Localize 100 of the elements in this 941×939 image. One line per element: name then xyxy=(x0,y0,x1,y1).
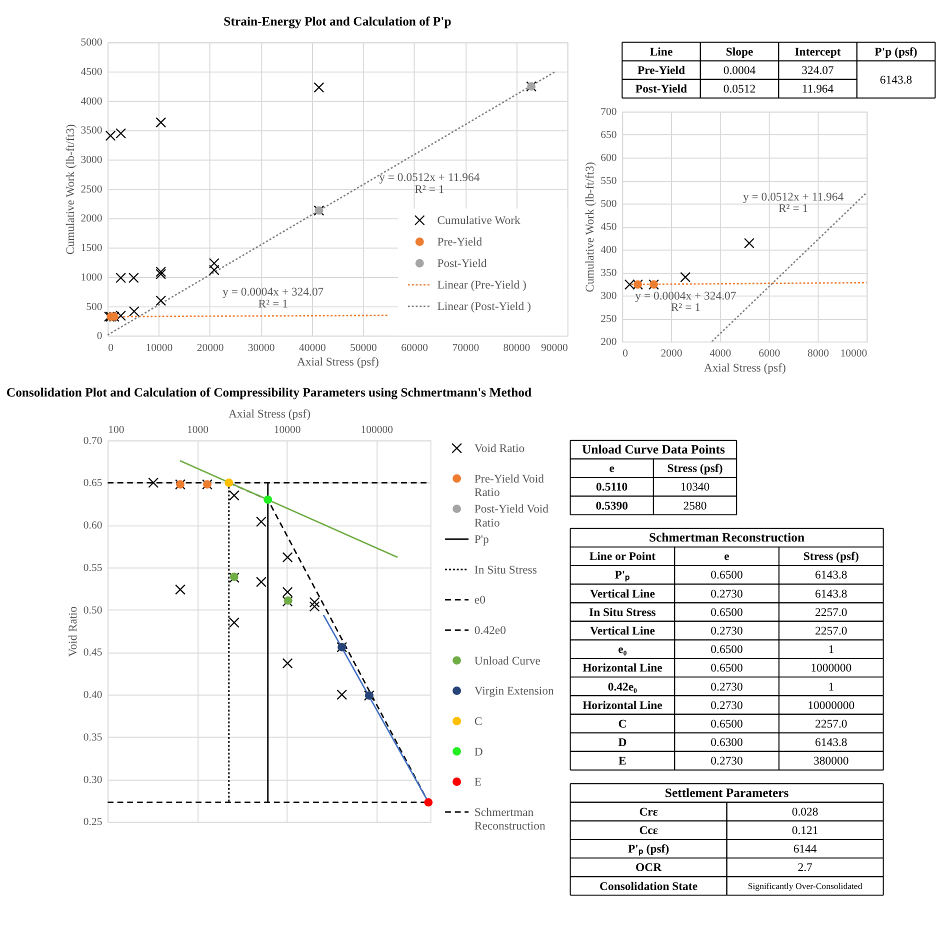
text: 6143.8 xyxy=(815,568,848,582)
y-tick-label: 0.70 xyxy=(83,434,102,447)
x-axis-title: Axial Stress (psf) xyxy=(228,407,311,420)
y-tick-label: 650 xyxy=(600,129,617,142)
annotation: R² = 1 xyxy=(670,300,701,314)
y-axis-title: Cumulative Work (lb-ft/ft3) xyxy=(64,124,77,255)
category-label: Line or Point xyxy=(589,550,656,564)
y-tick-label: 0.50 xyxy=(83,604,102,616)
text: 0.0512 xyxy=(723,82,756,96)
y-tick-label: 2000 xyxy=(80,212,102,225)
x-tick-label: 6000 xyxy=(758,348,780,360)
y-tick-label: 0.45 xyxy=(83,646,102,659)
y-tick-label: 500 xyxy=(86,300,102,313)
legend-label: Unload Curve xyxy=(474,654,540,668)
y-tick-label: 2500 xyxy=(80,183,102,196)
legend-label: C xyxy=(474,714,482,728)
y-tick-label: 0.30 xyxy=(83,774,102,786)
text: 0.5110 xyxy=(596,480,628,494)
legend-label: 0.42e0 xyxy=(474,624,506,638)
category-label: e xyxy=(609,462,614,476)
text: 2257.0 xyxy=(815,624,848,638)
text: Post-Yield xyxy=(635,82,688,96)
text: Horizontal Line xyxy=(582,662,662,675)
legend-label: Cumulative Work xyxy=(437,214,521,228)
legend-label: Linear (Pre-Yield ) xyxy=(437,278,526,292)
text: 0.121 xyxy=(792,824,818,838)
text: 0.028 xyxy=(792,805,818,818)
x-tick-label: 70000 xyxy=(452,342,480,354)
y-tick-label: 250 xyxy=(600,312,617,325)
category-label: P'p (psf) xyxy=(874,45,918,58)
text: Vertical Line xyxy=(590,587,655,600)
text: 0.2730 xyxy=(710,698,743,712)
y-tick-label: 0.55 xyxy=(83,562,102,574)
y-tick-label: 350 xyxy=(600,267,617,280)
text: P'ₚ xyxy=(614,568,630,582)
annotation: R² = 1 xyxy=(258,297,288,310)
y-tick-label: 4000 xyxy=(80,95,102,108)
text: 2257.0 xyxy=(815,606,848,619)
category-label: Intercept xyxy=(794,45,841,58)
text: 0.6500 xyxy=(710,568,743,582)
text: 0.2730 xyxy=(710,587,743,600)
y-tick-label: 3500 xyxy=(80,124,102,137)
category-label: Slope xyxy=(726,45,754,58)
y-tick-label: 0.65 xyxy=(83,477,102,490)
chart-title: Strain-Energy Plot and Calculation of P'p xyxy=(224,14,452,29)
text: C xyxy=(618,717,627,730)
text: Settlement Parameters xyxy=(664,786,789,800)
y-tick-label: 550 xyxy=(600,175,617,188)
x-tick-label: 60000 xyxy=(401,342,428,354)
annotation: y = 0.0004x + 324.07 xyxy=(222,286,324,299)
category-label: Stress (psf) xyxy=(667,462,723,476)
x-axis-title: Axial Stress (psf) xyxy=(704,361,786,374)
y-tick-label: 5000 xyxy=(80,36,102,49)
text: Unload Curve Data Points xyxy=(582,442,725,457)
legend-label: D xyxy=(474,745,483,758)
text: 6143.8 xyxy=(880,73,912,86)
text: 0.6500 xyxy=(710,717,743,730)
chart-title: Consolidation Plot and Calculation of Compressibility Parameters using Schmertmann's Method xyxy=(6,385,532,400)
legend-label: Post-Yield Void Ratio xyxy=(474,502,549,530)
text: Significantly Over-Consolidated xyxy=(748,880,862,891)
y-tick-label: 0.60 xyxy=(83,520,102,532)
annotation: y = 0.0512x + 11.964 xyxy=(379,171,480,184)
y-tick-label: 0.35 xyxy=(83,731,102,744)
text: 0.2730 xyxy=(710,680,743,694)
text: 11.964 xyxy=(802,82,834,96)
legend-label: Void Ratio xyxy=(474,442,525,456)
x-tick-label: 100 xyxy=(108,424,124,436)
text: P'ₚ (psf) xyxy=(628,842,670,856)
x-tick-label: 2000 xyxy=(660,348,682,360)
text: 1 xyxy=(828,680,834,694)
text: 2580 xyxy=(683,499,707,512)
annotation: R² = 1 xyxy=(778,202,808,216)
y-tick-label: 0 xyxy=(96,330,102,342)
text: Schmertman Reconstruction xyxy=(648,530,805,545)
legend-label: In Situ Stress xyxy=(474,563,538,576)
category-label: Stress (psf) xyxy=(803,550,859,564)
legend-label: Schmertman Reconstruction xyxy=(474,806,546,833)
text: 0.6500 xyxy=(710,643,743,656)
text: 1 xyxy=(828,643,834,656)
y-tick-label: 500 xyxy=(600,198,617,210)
category-label: Line xyxy=(650,45,673,58)
text: 0.42e₀ xyxy=(608,680,638,694)
text: D xyxy=(618,736,627,750)
text: 6143.8 xyxy=(815,736,848,750)
text: 0.6500 xyxy=(710,662,743,675)
category-label: e xyxy=(724,550,730,564)
y-tick-label: 3000 xyxy=(80,154,102,166)
legend-label: P'p xyxy=(474,533,490,546)
y-tick-label: 700 xyxy=(600,106,617,118)
text: 2.7 xyxy=(798,861,812,874)
legend-label: E xyxy=(474,776,482,789)
x-tick-label: 10000 xyxy=(840,348,868,360)
text: 10000000 xyxy=(808,698,855,712)
x-tick-label: 20000 xyxy=(196,342,224,354)
legend-label: Post-Yield xyxy=(437,257,487,270)
x-tick-label: 30000 xyxy=(248,342,275,354)
y-tick-label: 1500 xyxy=(80,242,102,254)
text: 0.2730 xyxy=(710,754,743,768)
y-tick-label: 4500 xyxy=(80,66,102,78)
legend-label: Virgin Extension xyxy=(474,684,554,698)
